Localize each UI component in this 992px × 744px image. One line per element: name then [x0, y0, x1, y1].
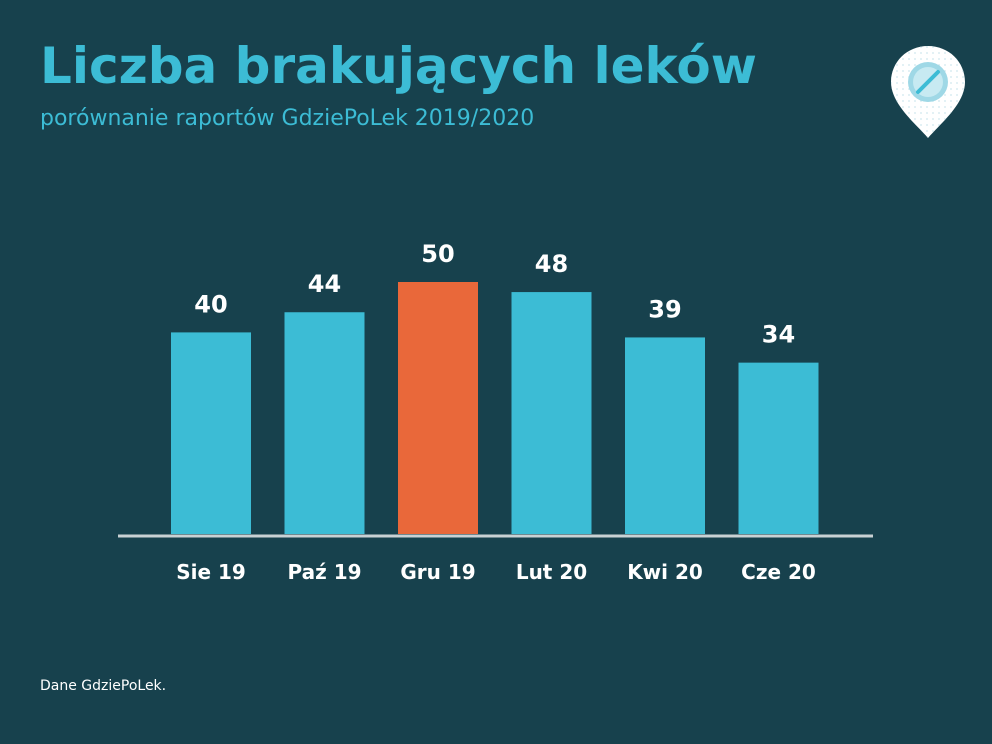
value-label: 44 [308, 270, 341, 298]
bar-2 [398, 282, 478, 534]
category-label: Kwi 20 [627, 560, 703, 584]
value-label: 50 [421, 240, 454, 268]
map-pin-pill-icon [891, 46, 965, 138]
value-label: 34 [762, 321, 795, 349]
bar-0 [171, 332, 251, 534]
value-label: 48 [535, 250, 568, 278]
category-label: Cze 20 [741, 560, 816, 584]
category-label: Lut 20 [516, 560, 587, 584]
category-label: Paź 19 [287, 560, 361, 584]
source-note: Dane GdziePoLek. [40, 678, 167, 694]
bar-1 [284, 312, 365, 534]
chart-title: Liczba brakujących leków [40, 37, 757, 95]
bar-4 [625, 337, 705, 534]
bar-5 [738, 362, 819, 534]
category-label: Gru 19 [400, 560, 475, 584]
bar-3 [511, 292, 592, 534]
value-label: 39 [648, 295, 681, 323]
value-label: 40 [194, 290, 227, 318]
chart-subtitle: porównanie raportów GdziePoLek 2019/2020 [40, 106, 535, 131]
category-label: Sie 19 [176, 560, 246, 584]
